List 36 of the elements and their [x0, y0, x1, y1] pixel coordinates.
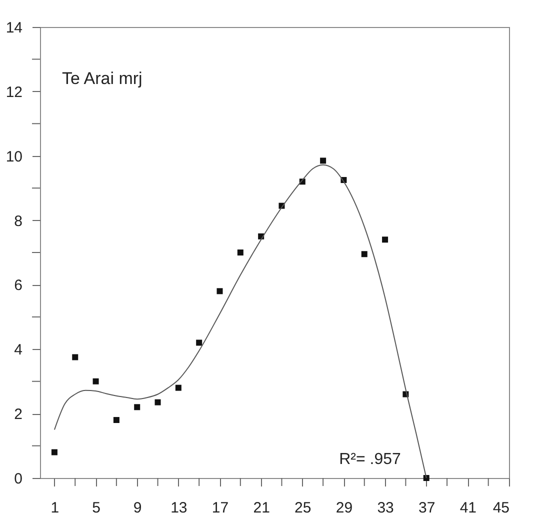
y-tick-label: 12 — [6, 84, 22, 101]
point — [237, 250, 244, 256]
x-tick-label: 45 — [492, 500, 510, 516]
point — [382, 236, 388, 243]
x-tick-label: 41 — [460, 500, 477, 516]
point — [72, 354, 78, 360]
y-tick-label: 10 — [6, 148, 22, 166]
y-tick-label: 6 — [14, 277, 22, 294]
text: Te Arai mrj — [62, 69, 142, 88]
point — [113, 417, 120, 424]
x-tick-label: 17 — [212, 500, 229, 516]
y-tick-label: 14 — [6, 20, 22, 36]
x-tick-label: 9 — [133, 500, 142, 516]
point — [51, 449, 58, 456]
point — [134, 404, 140, 410]
x-tick-label: 33 — [377, 500, 394, 516]
point — [154, 399, 161, 406]
x-tick-label: 1 — [50, 500, 60, 516]
point — [423, 475, 430, 481]
annotation: R²= .957 — [339, 451, 402, 468]
x-tick-label: 21 — [253, 500, 270, 516]
x-tick-label: 13 — [170, 500, 188, 516]
y-tick-label: 2 — [14, 406, 22, 424]
x-tick-label: 5 — [92, 500, 100, 516]
x-tick-label: 29 — [336, 500, 353, 516]
point — [92, 378, 99, 384]
x-tick-label: 37 — [418, 500, 436, 516]
point — [216, 288, 223, 294]
point — [196, 340, 202, 346]
x-tick-label: 25 — [294, 500, 312, 516]
point — [320, 158, 326, 164]
point — [175, 384, 182, 391]
y-tick-label: 4 — [14, 342, 22, 359]
point — [361, 251, 368, 258]
y-tick-label: 8 — [14, 212, 22, 230]
y-tick-label: 0 — [14, 470, 22, 488]
